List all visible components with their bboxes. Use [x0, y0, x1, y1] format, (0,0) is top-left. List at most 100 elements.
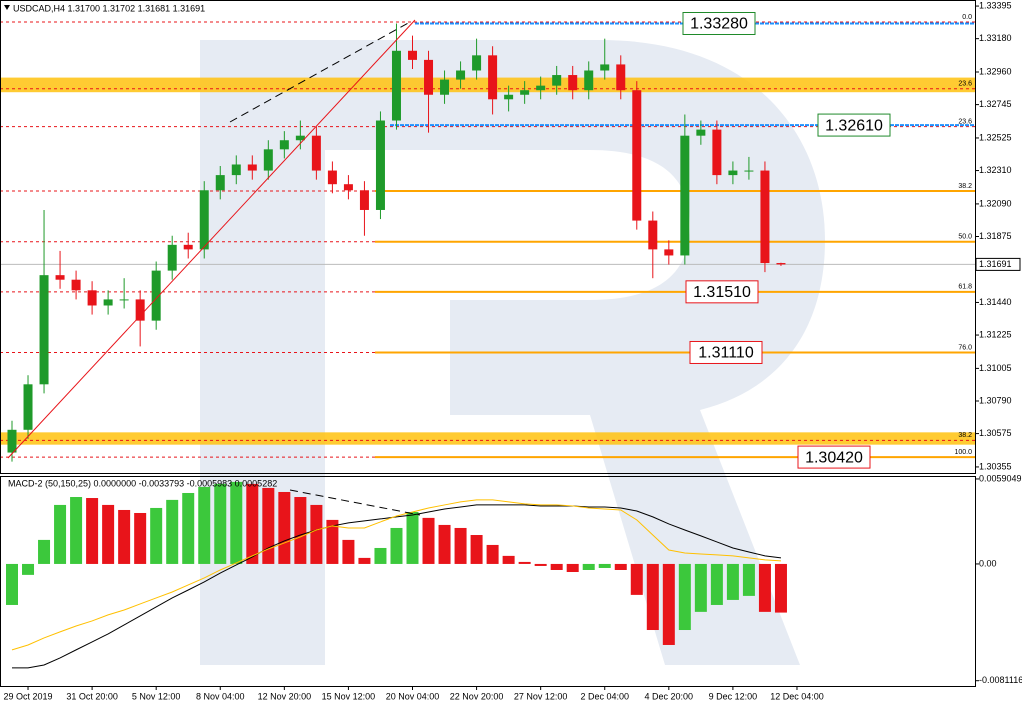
candle-body: [311, 135, 321, 171]
candle-body: [295, 135, 305, 141]
histogram-bar: [342, 539, 355, 564]
last-price-box: [975, 257, 1021, 271]
target-box: [797, 445, 871, 469]
x-tick-label: 20 Nov 04:00: [386, 691, 440, 701]
candle-body: [776, 263, 786, 265]
signal-line: [12, 504, 782, 669]
candle-body: [87, 290, 97, 306]
histogram-bar: [118, 509, 131, 564]
candle-body: [375, 120, 385, 210]
histogram-bar: [598, 563, 611, 568]
x-tick-label: 12 Nov 20:00: [258, 691, 312, 701]
y-tick-label: -0.0081116: [979, 675, 1022, 685]
x-tick-label: 27 Nov 12:00: [514, 691, 568, 701]
histogram-bar: [502, 555, 515, 564]
histogram-bar: [70, 497, 83, 564]
histogram-bar: [134, 512, 147, 564]
candle-body: [648, 220, 658, 250]
target-label: 1.33280: [690, 16, 748, 33]
candle-body: [520, 90, 530, 95]
histogram-bar: [646, 563, 659, 631]
histogram-bar: [374, 547, 387, 564]
histogram-bar: [758, 563, 771, 612]
signal-line: [11, 499, 781, 651]
histogram-bar: [438, 524, 451, 564]
candle-body: [151, 270, 161, 321]
candle-body: [231, 164, 241, 176]
candle-body: [552, 75, 562, 86]
channel-line: [229, 21, 411, 123]
histogram-bar: [6, 563, 18, 605]
x-tick-label: 8 Nov 04:00: [196, 691, 245, 701]
histogram-bar: [38, 539, 51, 564]
target-label: 1.31110: [698, 345, 754, 362]
chart-title: USDCAD,H4 1.31700 1.31702 1.31681 1.3169…: [13, 3, 205, 13]
histogram-bar: [454, 527, 467, 564]
y-tick-label: 1.31225: [979, 329, 1012, 339]
candle-body: [55, 275, 65, 280]
histogram-bar: [566, 563, 579, 573]
plot-layer: 0.0 23.6 23.6 38.2 50.0 61.8 76.0 38.2 100.0 1.33…: [0, 5, 979, 682]
candle-body: [536, 85, 546, 91]
y-tick-label: 1.32525: [979, 132, 1012, 142]
candle-body: [359, 190, 369, 210]
y-tick-label: 1.31005: [979, 363, 1012, 373]
fib-label: 50.0: [958, 234, 972, 241]
histogram-bar: [678, 563, 691, 631]
fib-label: 0.0: [962, 14, 972, 21]
target-box: [682, 11, 756, 35]
histogram-bar: [422, 517, 435, 564]
candle-body: [7, 429, 17, 453]
target-box: [685, 280, 759, 304]
candle-body: [167, 244, 177, 271]
histogram-bar: [614, 563, 627, 570]
last-price-label: 1.31691: [979, 259, 1012, 269]
candle-body: [568, 75, 578, 91]
candle-body: [263, 149, 273, 171]
candle-body: [472, 55, 482, 71]
histogram-bar: [726, 563, 739, 600]
histogram-bar: [182, 492, 195, 564]
histogram-bar: [486, 544, 499, 564]
candle-body: [744, 170, 754, 172]
candle-body: [247, 164, 257, 171]
target-label: 1.32610: [825, 117, 883, 134]
macd-divergence-line: [289, 489, 421, 516]
y-tick-label: 1.33395: [979, 0, 1012, 10]
histogram-bar: [630, 563, 643, 595]
candle-body: [391, 50, 401, 121]
candle-body: [456, 70, 466, 80]
y-tick-label: 1.30790: [979, 395, 1012, 405]
histogram-bar: [230, 481, 243, 564]
target-box: [689, 340, 763, 364]
candle-body: [632, 90, 642, 221]
fib-label: 38.2: [958, 432, 972, 439]
y-tick-label: 0.0059049: [979, 473, 1022, 483]
histogram-bar: [358, 557, 371, 564]
candle-body: [600, 64, 610, 71]
price-panel-border: [0, 0, 976, 474]
fib-label: 23.6: [958, 118, 972, 125]
histogram-bar: [294, 497, 307, 564]
candle-body: [680, 135, 690, 256]
histogram-bar: [198, 486, 211, 564]
histogram-bar: [534, 563, 547, 566]
histogram-bar: [518, 561, 531, 564]
macd-title: MACD-2 (50,150,25) 0.0000000 -0.0033793 …: [8, 478, 277, 488]
title-icon: [4, 5, 10, 10]
histogram-bar: [54, 504, 67, 564]
y-tick-label: 1.33180: [979, 33, 1012, 43]
candle-body: [664, 249, 674, 256]
histogram-bar: [582, 563, 595, 570]
candle-body: [215, 175, 225, 191]
x-tick-label: 31 Oct 20:00: [66, 691, 118, 701]
y-tick-label: 0.00: [979, 558, 997, 568]
histogram-bar: [694, 563, 707, 612]
x-tick-label: 2 Dec 04:00: [580, 691, 629, 701]
target-label: 1.30420: [805, 449, 863, 466]
candle-body: [199, 190, 209, 250]
fib-label: 100.0: [954, 449, 972, 456]
histogram-bar: [310, 504, 323, 564]
x-tick-label: 5 Nov 12:00: [132, 691, 181, 701]
